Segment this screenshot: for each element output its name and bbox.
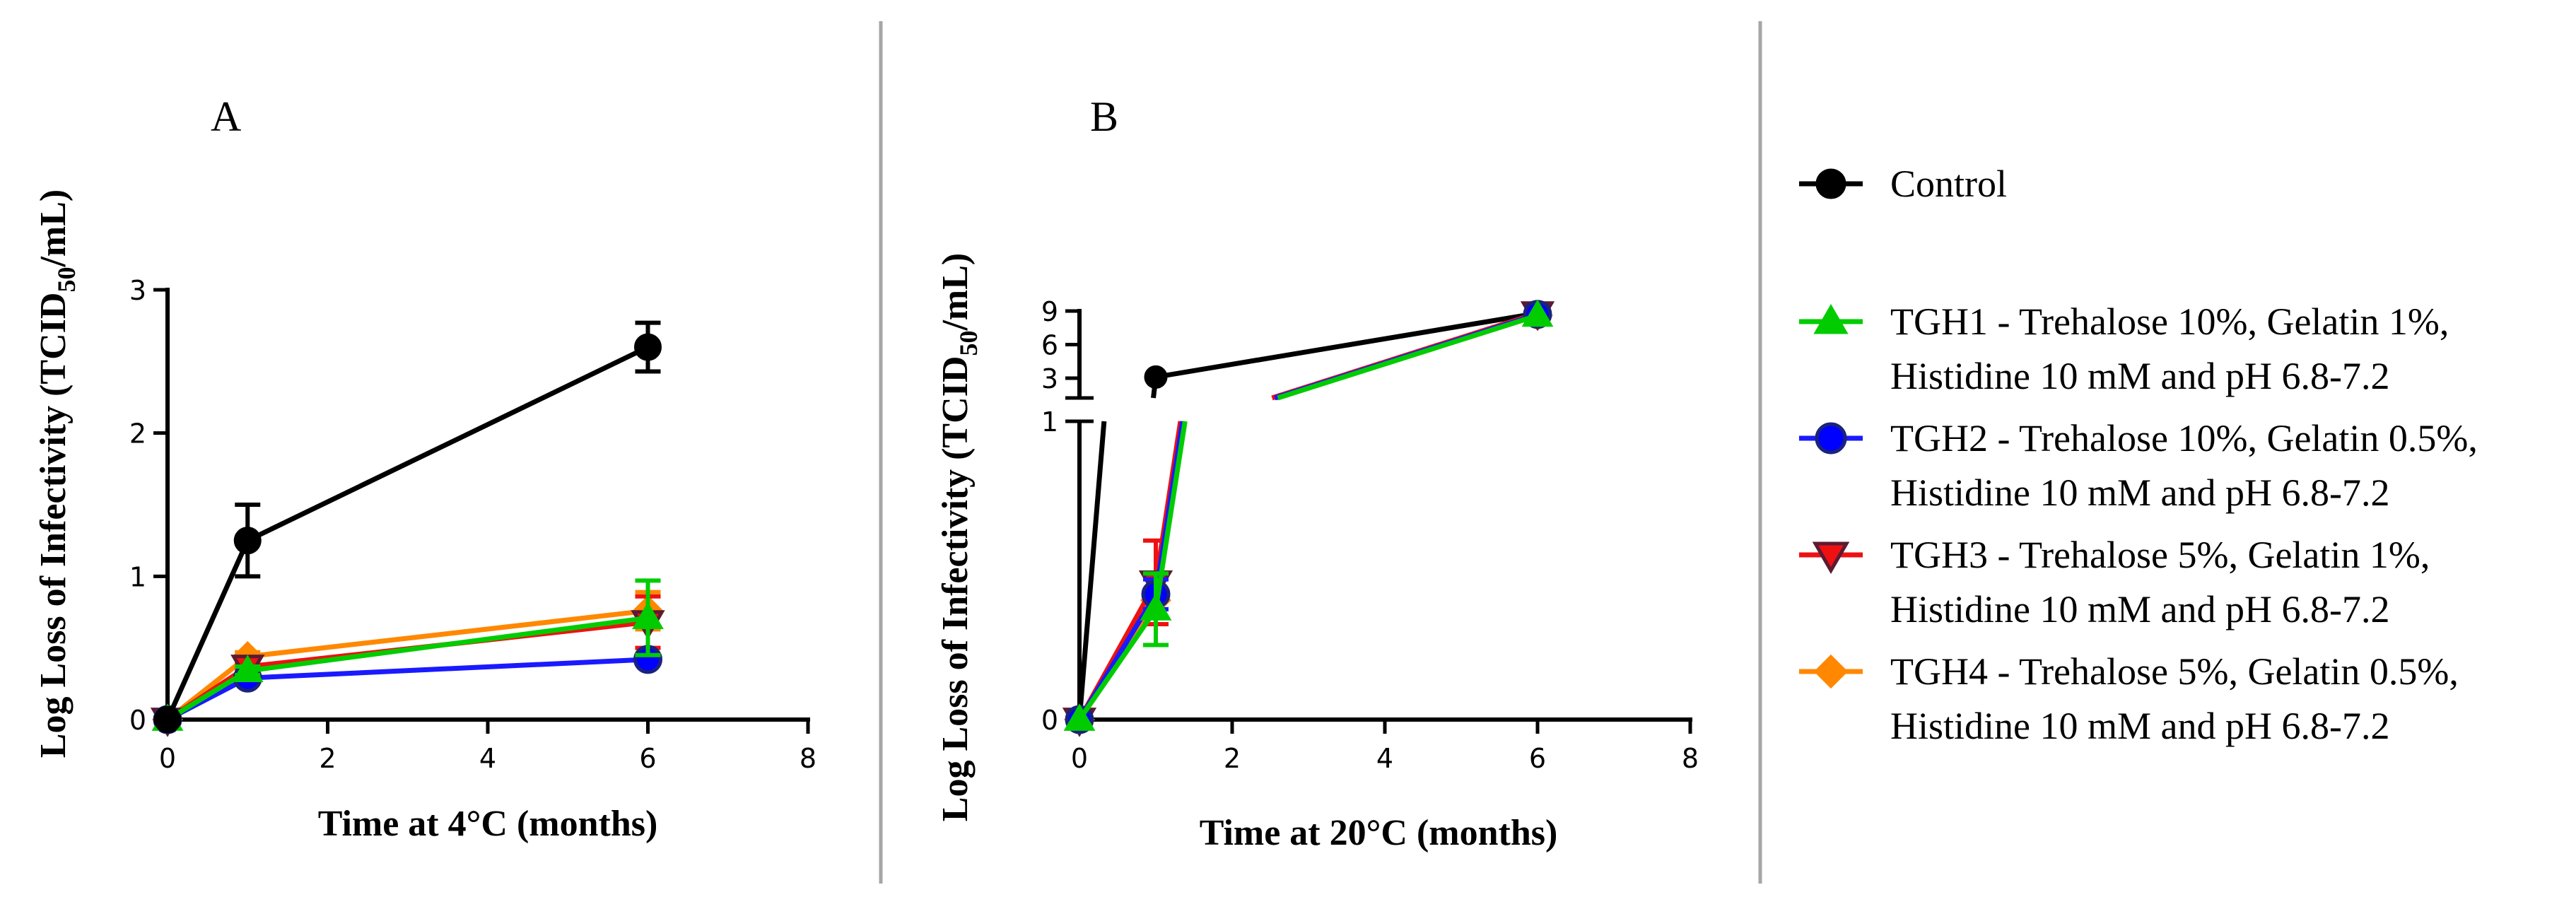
legend-label: Control [1890, 163, 2007, 205]
data-point-tgh1 [1063, 703, 1096, 731]
series-tgh2 [1065, 300, 1552, 734]
legend-marker-control [1815, 168, 1846, 199]
series-line-control [1155, 310, 1538, 380]
panel-b-chart: B Log Loss of Infectivity (TCID50/mL) Ti… [935, 93, 1699, 853]
data-point-control [634, 333, 662, 361]
y-tick-label: 9 [1041, 296, 1058, 327]
data-point-control [153, 705, 182, 734]
legend-label: TGH1 - Trehalose 10%, Gelatin 1%, [1890, 300, 2449, 343]
legend-marker-tgh1 [1813, 304, 1849, 334]
panel-a-series [150, 320, 665, 737]
legend-label: TGH4 - Trehalose 5%, Gelatin 0.5%, [1890, 650, 2459, 693]
x-tick-label: 6 [1529, 743, 1546, 774]
series-tgh3 [1062, 301, 1555, 737]
x-tick-label: 4 [1376, 743, 1393, 774]
series-control [153, 320, 662, 734]
legend-item-tgh3: TGH3 - Trehalose 5%, Gelatin 1%, Histidin… [1799, 534, 2430, 631]
legend-item-tgh2: TGH2 - Trehalose 10%, Gelatin 0.5%, Histi… [1799, 417, 2478, 514]
legend-item-control: Control [1799, 163, 2007, 205]
x-tick-label: 4 [479, 743, 496, 774]
data-point-tgh1 [1521, 299, 1554, 327]
legend: Control TGH1 - Trehalose 10%, Gelatin 1%,… [1799, 163, 2478, 747]
legend-marker-tgh3 [1812, 541, 1850, 574]
data-point-control [233, 527, 262, 555]
data-point-control [1144, 365, 1168, 389]
y-tick-label: 2 [129, 418, 146, 450]
series-tgh1 [1063, 299, 1554, 731]
panel-b-label: B [1090, 93, 1118, 140]
x-tick-label: 6 [639, 743, 656, 774]
legend-label: TGH2 - Trehalose 10%, Gelatin 0.5%, [1890, 417, 2478, 459]
x-tick-label: 8 [800, 743, 816, 774]
x-tick-label: 0 [159, 743, 176, 774]
x-tick-label: 8 [1682, 743, 1699, 774]
data-point-tgh1 [632, 602, 664, 630]
x-tick-label: 0 [1071, 743, 1088, 774]
data-point-tgh1 [1140, 593, 1172, 621]
series-tgh4 [1064, 300, 1553, 735]
series-line-tgh1 [1077, 607, 1158, 721]
panel-a-axes: 0 2 4 6 8 0 1 2 3 [129, 275, 816, 774]
series-tgh1 [151, 578, 664, 731]
panel-a-chart: A Log Loss of Infectivity (TCID50/mL) Ti… [33, 93, 816, 844]
y-tick-label: 1 [1041, 406, 1058, 438]
panel-b-ylabel: Log Loss of Infectivity (TCID50/mL) [935, 253, 983, 821]
y-tick-label: 3 [129, 275, 146, 306]
y-tick-label: 1 [129, 561, 146, 592]
legend-label-continued: Histidine 10 mM and pH 6.8-7.2 [1890, 588, 2389, 631]
y-tick-label: 6 [1041, 330, 1058, 361]
legend-label-continued: Histidine 10 mM and pH 6.8-7.2 [1890, 471, 2389, 514]
legend-label-continued: Histidine 10 mM and pH 6.8-7.2 [1890, 705, 2389, 747]
legend-label-continued: Histidine 10 mM and pH 6.8-7.2 [1890, 355, 2389, 397]
panel-b-xlabel: Time at 20°C (months) [1200, 813, 1558, 853]
panel-a-xlabel: Time at 4°C (months) [318, 804, 658, 844]
panel-a-ylabel: Log Loss of Infectivity (TCID50/mL) [33, 189, 81, 758]
legend-marker-tgh4 [1813, 654, 1849, 689]
legend-marker-tgh2 [1815, 422, 1847, 455]
legend-label: TGH3 - Trehalose 5%, Gelatin 1%, [1890, 534, 2430, 576]
panel-b-series [1062, 299, 1555, 737]
panel-a-label: A [211, 93, 241, 140]
data-point-tgh1 [231, 655, 264, 682]
y-tick-label: 0 [1041, 705, 1058, 736]
series-control [1067, 301, 1550, 732]
legend-item-tgh4: TGH4 - Trehalose 5%, Gelatin 0.5%, Histid… [1799, 650, 2459, 747]
y-tick-label: 3 [1041, 363, 1058, 394]
legend-item-tgh1: TGH1 - Trehalose 10%, Gelatin 1%, Histidi… [1799, 300, 2449, 397]
y-tick-label: 0 [129, 705, 146, 736]
series-line-tgh1 [1153, 421, 1188, 610]
series-line-tgh1 [1277, 312, 1539, 401]
x-tick-label: 2 [1224, 743, 1241, 774]
series-line-control [1077, 421, 1107, 720]
x-tick-label: 2 [319, 743, 336, 774]
